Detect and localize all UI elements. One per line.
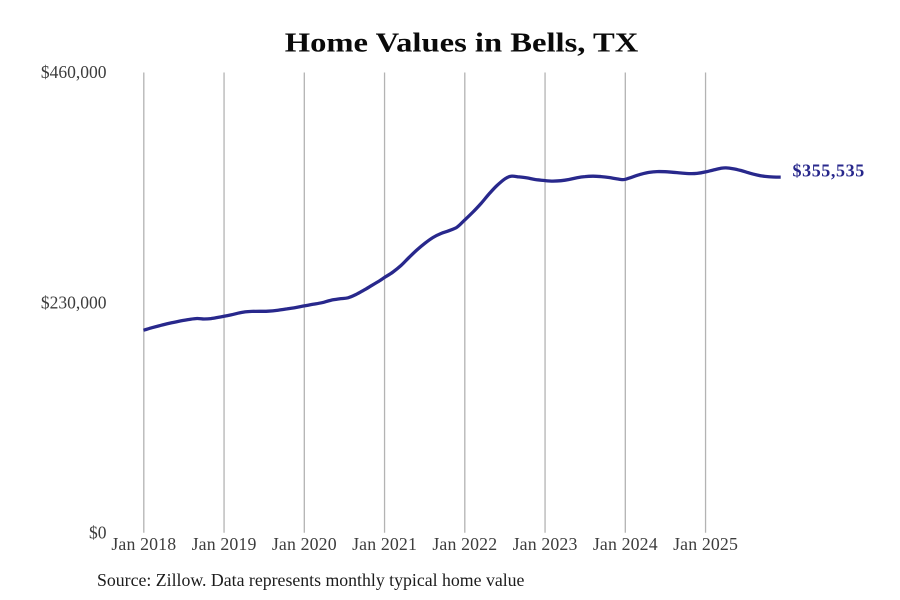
svg-text:Jan 2024: Jan 2024 xyxy=(593,534,658,554)
svg-text:Jan 2021: Jan 2021 xyxy=(352,534,417,554)
svg-text:Jan 2019: Jan 2019 xyxy=(192,534,257,554)
svg-text:Jan 2025: Jan 2025 xyxy=(673,534,738,554)
svg-text:$230,000: $230,000 xyxy=(41,292,107,312)
svg-text:Jan 2020: Jan 2020 xyxy=(272,534,337,554)
svg-text:Home Values in Bells, TX: Home Values in Bells, TX xyxy=(285,27,639,58)
svg-text:Source: Zillow. Data represent: Source: Zillow. Data represents monthly … xyxy=(97,570,525,590)
svg-text:$0: $0 xyxy=(89,522,107,542)
svg-text:$355,535: $355,535 xyxy=(793,160,865,180)
svg-text:$460,000: $460,000 xyxy=(41,62,107,82)
svg-text:Jan 2018: Jan 2018 xyxy=(111,534,176,554)
svg-text:Jan 2023: Jan 2023 xyxy=(513,534,578,554)
svg-text:Jan 2022: Jan 2022 xyxy=(432,534,497,554)
